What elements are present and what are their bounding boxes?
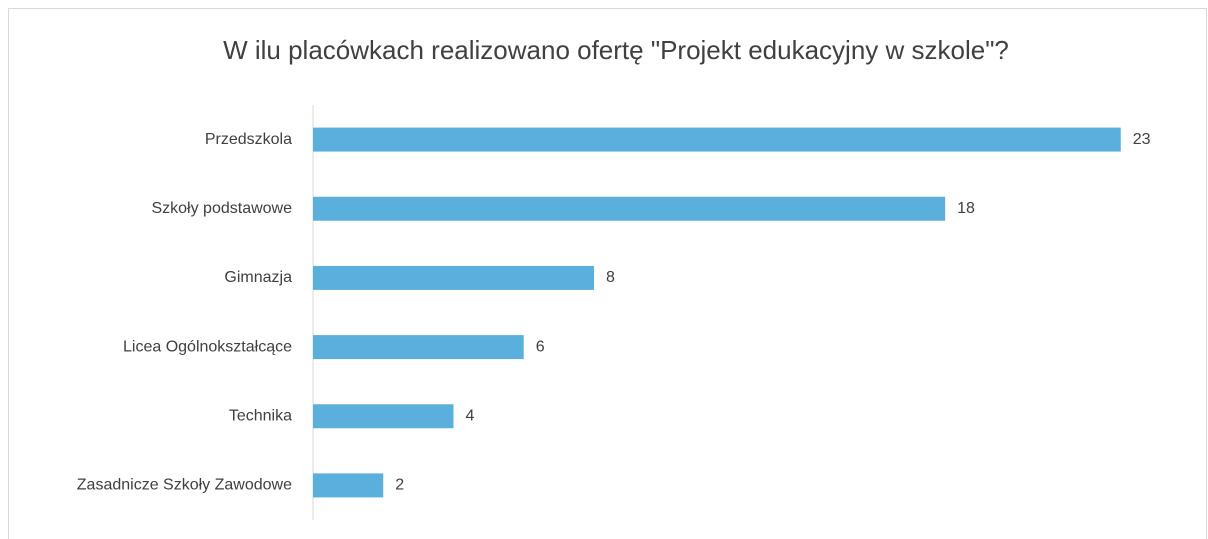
bar bbox=[313, 335, 524, 360]
y-tick-label: Szkoły podstawowe bbox=[151, 200, 292, 217]
data-label: 23 bbox=[1133, 131, 1151, 148]
data-label: 18 bbox=[957, 200, 975, 217]
bar bbox=[313, 404, 454, 429]
y-tick-label: Zasadnicze Szkoły Zawodowe bbox=[77, 477, 292, 494]
y-tick-label: Przedszkola bbox=[205, 131, 292, 148]
bar bbox=[313, 196, 946, 221]
chart-frame bbox=[8, 8, 1207, 539]
y-tick-label: Gimnazja bbox=[224, 269, 292, 286]
y-tick-label: Licea Ogólnokształcące bbox=[123, 338, 292, 355]
bar bbox=[313, 265, 594, 290]
data-label: 2 bbox=[395, 477, 404, 494]
bar bbox=[313, 473, 384, 498]
chart-title: W ilu placówkach realizowano ofertę "Pro… bbox=[223, 35, 1009, 65]
y-tick-label: Technika bbox=[229, 407, 292, 424]
data-label: 4 bbox=[465, 407, 474, 424]
data-label: 6 bbox=[536, 338, 545, 355]
data-label: 8 bbox=[606, 269, 615, 286]
bar bbox=[313, 127, 1121, 152]
